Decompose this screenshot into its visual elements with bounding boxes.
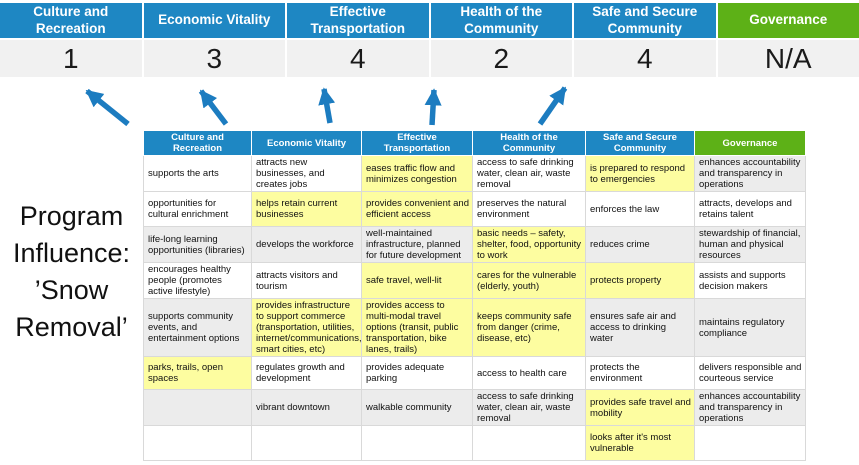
matrix-cell-5-0: parks, trails, open spaces (143, 356, 252, 390)
matrix-cell-4-3: keeps community safe from danger (crime,… (472, 298, 586, 357)
matrix-row-5: parks, trails, open spaces regulates grow… (143, 356, 806, 390)
matrix-cell-2-0: life-long learning opportunities (librar… (143, 226, 252, 263)
matrix-row-2: life-long learning opportunities (librar… (143, 226, 806, 263)
matrix-cell-7-2 (361, 425, 473, 461)
matrix-row-1: opportunities for cultural enrichment hel… (143, 191, 806, 227)
matrix-cell-5-2: provides adequate parking (361, 356, 473, 390)
matrix-header-3: Health of the Community (472, 130, 586, 156)
matrix-row-7: looks after it's most vulnerable (143, 425, 806, 461)
banner-header-5: Governance (717, 3, 859, 38)
matrix-cell-4-4: ensures safe air and access to drinking … (585, 298, 695, 357)
matrix-cell-2-4: reduces crime (585, 226, 695, 263)
matrix-cell-6-2: walkable community (361, 389, 473, 426)
program-label-line: Removal’ (15, 312, 128, 342)
program-label-line: Influence: (12, 238, 131, 268)
matrix-cell-6-3: access to safe drinking water, clean air… (472, 389, 586, 426)
matrix-cell-4-5: maintains regulatory compliance (694, 298, 806, 357)
matrix-cell-3-3: cares for the vulnerable (elderly, youth… (472, 262, 586, 299)
matrix-cell-5-1: regulates growth and development (251, 356, 362, 390)
matrix-header-2: Effective Transportation (361, 130, 473, 156)
banner-header-0: Culture and Recreation (0, 3, 142, 38)
matrix-cell-1-0: opportunities for cultural enrichment (143, 191, 252, 227)
matrix-cell-2-3: basic needs – safety, shelter, food, opp… (472, 226, 586, 263)
banner-score-3: 2 (430, 40, 572, 77)
matrix-header-0: Culture and Recreation (143, 130, 252, 156)
influence-arrow-2 (318, 87, 336, 124)
matrix-cell-2-1: develops the workforce (251, 226, 362, 263)
matrix-header-5: Governance (694, 130, 806, 156)
matrix-cell-3-2: safe travel, well-lit (361, 262, 473, 299)
matrix-row-6: vibrant downtown walkable community access… (143, 389, 806, 426)
banner-score-row: 1 3 4 2 4 N/A (0, 40, 859, 77)
matrix-row-4: supports community events, and entertain… (143, 298, 806, 357)
priorities-matrix: Culture and Recreation Economic Vitality E… (143, 130, 806, 461)
banner-header-2: Effective Transportation (287, 3, 429, 38)
matrix-cell-3-5: assists and supports decision makers (694, 262, 806, 299)
banner-header-4: Safe and Secure Community (574, 3, 716, 38)
influence-arrow-0 (85, 88, 130, 127)
matrix-cell-7-5 (694, 425, 806, 461)
matrix-cell-7-3 (472, 425, 586, 461)
matrix-cell-0-4: is prepared to respond to emergencies (585, 155, 695, 192)
matrix-cell-6-4: provides safe travel and mobility (585, 389, 695, 426)
matrix-cell-0-0: supports the arts (143, 155, 252, 192)
influence-arrows (85, 86, 568, 127)
matrix-cell-3-1: attracts visitors and tourism (251, 262, 362, 299)
banner-header-3: Health of the Community (430, 3, 572, 38)
matrix-row-0: supports the arts attracts new businesses… (143, 155, 806, 192)
matrix-cell-5-3: access to health care (472, 356, 586, 390)
matrix-cell-1-1: helps retain current businesses (251, 191, 362, 227)
matrix-cell-7-1 (251, 425, 362, 461)
matrix-row-3: encourages healthy people (promotes acti… (143, 262, 806, 299)
matrix-header-row: Culture and Recreation Economic Vitality E… (143, 130, 806, 156)
matrix-cell-6-5: enhances accountability and transparency… (694, 389, 806, 426)
matrix-cell-7-4: looks after it's most vulnerable (585, 425, 695, 461)
matrix-cell-0-3: access to safe drinking water, clean air… (472, 155, 586, 192)
banner-score-0: 1 (0, 40, 142, 77)
influence-arrow-1 (198, 89, 229, 126)
program-label-line: ’Snow (34, 275, 109, 305)
matrix-cell-3-4: protects property (585, 262, 695, 299)
matrix-cell-6-1: vibrant downtown (251, 389, 362, 426)
matrix-cell-0-1: attracts new businesses, and creates job… (251, 155, 362, 192)
matrix-body: supports the arts attracts new businesses… (143, 155, 806, 461)
matrix-cell-0-5: enhances accountability and transparency… (694, 155, 806, 192)
matrix-cell-3-0: encourages healthy people (promotes acti… (143, 262, 252, 299)
matrix-cell-4-1: provides infrastructure to support comme… (251, 298, 362, 357)
influence-arrow-3 (424, 88, 442, 126)
influence-arrow-4 (537, 86, 568, 126)
matrix-cell-2-2: well-maintained infrastructure, planned … (361, 226, 473, 263)
matrix-cell-4-2: provides access to multi-modal travel op… (361, 298, 473, 357)
matrix-header-4: Safe and Secure Community (585, 130, 695, 156)
matrix-cell-7-0 (143, 425, 252, 461)
banner-score-5: N/A (717, 40, 859, 77)
matrix-header-1: Economic Vitality (251, 130, 362, 156)
banner-score-2: 4 (287, 40, 429, 77)
matrix-cell-0-2: eases traffic flow and minimizes congest… (361, 155, 473, 192)
banner-header-1: Economic Vitality (143, 3, 285, 38)
matrix-cell-4-0: supports community events, and entertain… (143, 298, 252, 357)
banner-score-1: 3 (143, 40, 285, 77)
program-influence-label: Program Influence: ’Snow Removal’ (0, 198, 143, 346)
banner-score-4: 4 (574, 40, 716, 77)
matrix-cell-6-0 (143, 389, 252, 426)
matrix-cell-5-4: protects the environment (585, 356, 695, 390)
matrix-cell-1-4: enforces the law (585, 191, 695, 227)
matrix-cell-1-3: preserves the natural environment (472, 191, 586, 227)
matrix-cell-2-5: stewardship of financial, human and phys… (694, 226, 806, 263)
banner-header-row: Culture and Recreation Economic Vitality E… (0, 3, 859, 38)
matrix-cell-5-5: delivers responsible and courteous servi… (694, 356, 806, 390)
matrix-cell-1-2: provides convenient and efficient access (361, 191, 473, 227)
priority-banner: Culture and Recreation Economic Vitality E… (0, 3, 859, 77)
matrix-cell-1-5: attracts, develops and retains talent (694, 191, 806, 227)
program-label-line: Program (19, 201, 124, 231)
